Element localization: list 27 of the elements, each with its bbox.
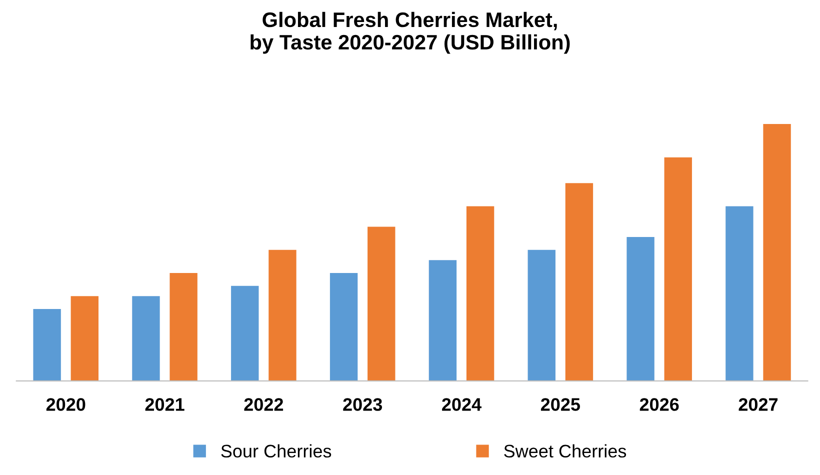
- bar: [466, 206, 494, 381]
- bar: [664, 157, 692, 381]
- bar: [726, 206, 754, 381]
- x-tick-label: 2020: [46, 398, 86, 411]
- chart-title: Global Fresh Cherries Market, by Taste 2020-2027 (USD Billion): [250, 12, 570, 54]
- x-tick-label: 2025: [540, 398, 580, 411]
- bar: [268, 250, 296, 381]
- bar: [170, 273, 198, 381]
- bar: [565, 183, 594, 381]
- legend-label: Sweet Cherries: [504, 444, 626, 458]
- bar: [763, 124, 791, 381]
- bar: [132, 296, 160, 381]
- x-tick-label: 2023: [343, 398, 382, 411]
- bar: [70, 296, 98, 381]
- x-tick-label: 2026: [640, 398, 679, 411]
- bar: [626, 237, 654, 381]
- bar: [428, 260, 457, 381]
- legend-label: Sour Cherries: [221, 444, 332, 458]
- x-tick-label: 2024: [442, 398, 482, 411]
- bar: [33, 308, 61, 381]
- bar: [368, 226, 396, 381]
- bar: [231, 286, 259, 381]
- x-tick-label: 2022: [244, 398, 284, 411]
- bar: [330, 273, 358, 381]
- bar: [528, 250, 556, 381]
- x-tick-label: 2027: [738, 398, 778, 411]
- x-tick-label: 2021: [145, 398, 184, 411]
